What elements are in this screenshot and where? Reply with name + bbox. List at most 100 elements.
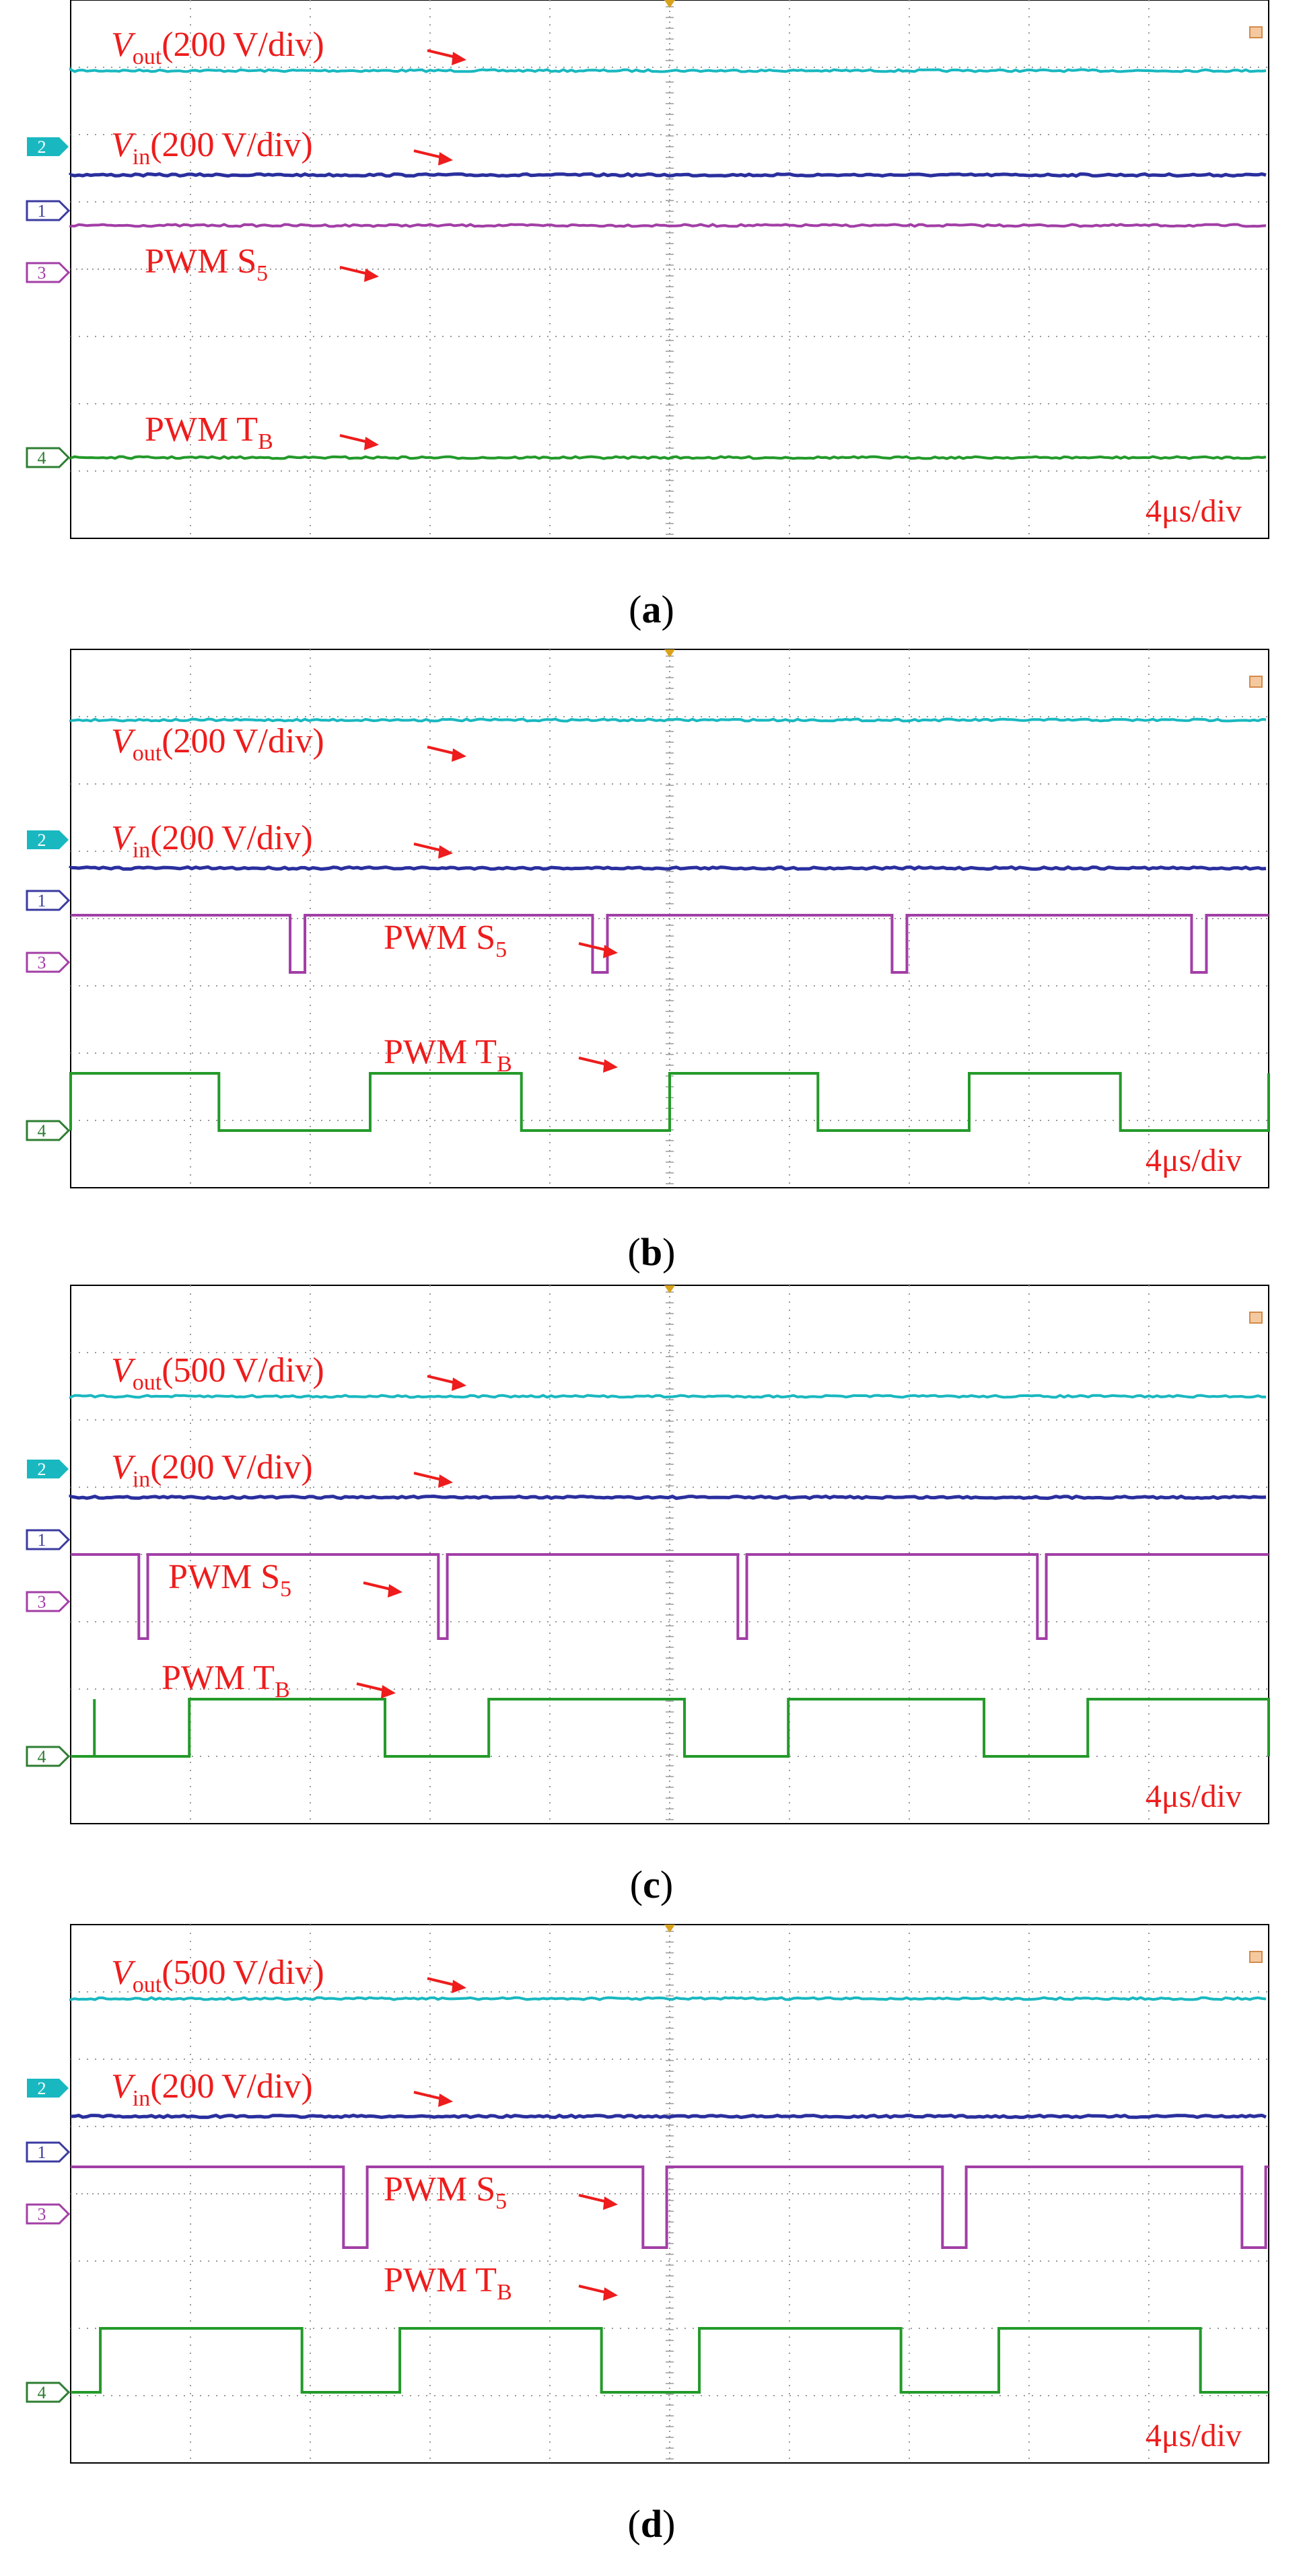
annotation-label-pwm-s5: PWM S5 (145, 242, 268, 286)
arrow-icon (381, 1685, 396, 1698)
annotation-subscript: B (497, 1052, 512, 1077)
trigger-icon (664, 649, 675, 657)
annotation-rest: (200 V/div) (150, 1448, 313, 1487)
annotation-subscript: 5 (280, 1577, 291, 1602)
caption-close: ) (662, 587, 674, 631)
channel-marker-label: 2 (38, 2079, 46, 2098)
trace-vout (69, 717, 1267, 723)
annotation-subscript: out (133, 44, 162, 69)
channel-marker-3: 3 (26, 1591, 71, 1612)
channel-marker-label: 4 (38, 448, 46, 468)
caption-letter: b (641, 1230, 662, 1274)
annotation-subscript: B (258, 429, 273, 454)
channel-marker-shape (26, 1591, 71, 1612)
annotation-label-vin: Vin(200 V/div) (111, 819, 313, 863)
annotation-subscript: out (133, 1972, 162, 1997)
annotation-main: V (111, 1954, 136, 1992)
channel-marker-1: 1 (26, 200, 71, 221)
annotation-main: PWM S (384, 2170, 495, 2209)
time-scale-label: 4μs/div (1146, 493, 1242, 529)
trace-pwm-s5 (71, 1553, 1269, 1640)
channel-marker-label: 4 (38, 1121, 46, 1141)
channel-marker-shape (26, 200, 71, 221)
channel-marker-1: 1 (26, 1529, 71, 1550)
annotation-label-pwm-tb: PWM TB (384, 1033, 512, 1077)
caption-open: ( (630, 1863, 643, 1906)
annotation-subscript: in (133, 838, 150, 863)
channel-marker-shape (26, 262, 71, 283)
annotation-label-vin: Vin(200 V/div) (111, 1448, 313, 1492)
channel-marker-4: 4 (26, 2382, 71, 2403)
annotation-label-pwm-s5: PWM S5 (384, 919, 507, 962)
channel-marker-label: 3 (38, 1592, 46, 1612)
annotation-label-vout: Vout(500 V/div) (111, 1954, 324, 1997)
annotation-main: V (111, 1448, 136, 1487)
arrow-icon (438, 845, 453, 859)
trace-vin (70, 2113, 1267, 2120)
trace-pwm-s5 (71, 914, 1269, 974)
time-scale-label: 4μs/div (1146, 1143, 1242, 1178)
caption-open: ( (628, 2502, 641, 2546)
annotation-main: V (111, 1351, 136, 1390)
corner-icon (1249, 1951, 1263, 1963)
channel-marker-label: 4 (38, 2383, 46, 2402)
annotation-subscript: 5 (495, 2189, 507, 2214)
annotation-subscript: in (133, 145, 150, 170)
arrow-icon (452, 52, 466, 65)
arrow-icon (438, 2094, 453, 2107)
channel-marker-2: 2 (27, 2079, 69, 2098)
panel-d: 1 2 3 4 Vout(500 V/div) Vin(200 V/div) PWM S5 P… (26, 1924, 1269, 2546)
trace-pwm-tb (69, 455, 1267, 460)
annotation-label-vout: Vout(500 V/div) (111, 1351, 324, 1395)
trace-pwm-tb (71, 2327, 1269, 2394)
annotation-rest: (500 V/div) (162, 1954, 324, 1992)
annotation-main: V (111, 819, 136, 857)
channel-marker-label: 2 (38, 830, 46, 850)
annotation-main: V (111, 722, 136, 760)
channel-marker-label: 1 (38, 891, 46, 910)
annotation-main: PWM T (384, 2261, 497, 2299)
annotation-main: V (111, 2067, 136, 2106)
channel-marker-label: 3 (38, 2205, 46, 2224)
arrow-icon (452, 1980, 466, 1993)
arrow-icon (388, 1584, 402, 1598)
annotation-main: PWM S (384, 919, 495, 957)
panel-caption: (d) (628, 2502, 676, 2546)
arrow-icon (603, 1059, 618, 1073)
trace-vout (69, 1996, 1267, 2001)
annotation-subscript: out (133, 1370, 162, 1395)
channel-marker-label: 2 (38, 1460, 46, 1479)
trace-pwm-s5 (69, 223, 1267, 228)
channel-marker-label: 3 (38, 953, 46, 972)
channel-marker-shape (27, 830, 69, 849)
annotation-main: PWM T (145, 410, 258, 449)
channel-marker-4: 4 (26, 447, 71, 468)
annotation-label-vin: Vin(200 V/div) (111, 2067, 313, 2111)
corner-icon (1249, 26, 1263, 38)
arrow-icon (364, 437, 379, 450)
annotation-main: V (111, 26, 136, 64)
channel-marker-shape (26, 2382, 71, 2403)
arrow-icon (364, 269, 379, 282)
trace-vout (69, 67, 1267, 73)
channel-marker-label: 1 (38, 2143, 46, 2162)
caption-letter: c (643, 1863, 660, 1906)
corner-icon (1249, 1312, 1263, 1324)
channel-marker-shape (27, 137, 69, 156)
caption-letter: a (642, 587, 662, 631)
time-scale-label: 4μs/div (1146, 1779, 1242, 1814)
trigger-icon (664, 1285, 675, 1293)
caption-open: ( (629, 587, 641, 631)
channel-marker-shape (26, 952, 71, 973)
channel-marker-label: 4 (38, 1747, 46, 1766)
annotation-label-pwm-s5: PWM S5 (168, 1558, 291, 1602)
channel-marker-2: 2 (27, 137, 69, 157)
annotation-label-vout: Vout(200 V/div) (111, 26, 324, 69)
annotation-subscript: B (497, 2280, 512, 2305)
channel-marker-3: 3 (26, 262, 71, 283)
annotation-subscript: in (133, 1467, 150, 1492)
caption-open: ( (628, 1230, 641, 1274)
